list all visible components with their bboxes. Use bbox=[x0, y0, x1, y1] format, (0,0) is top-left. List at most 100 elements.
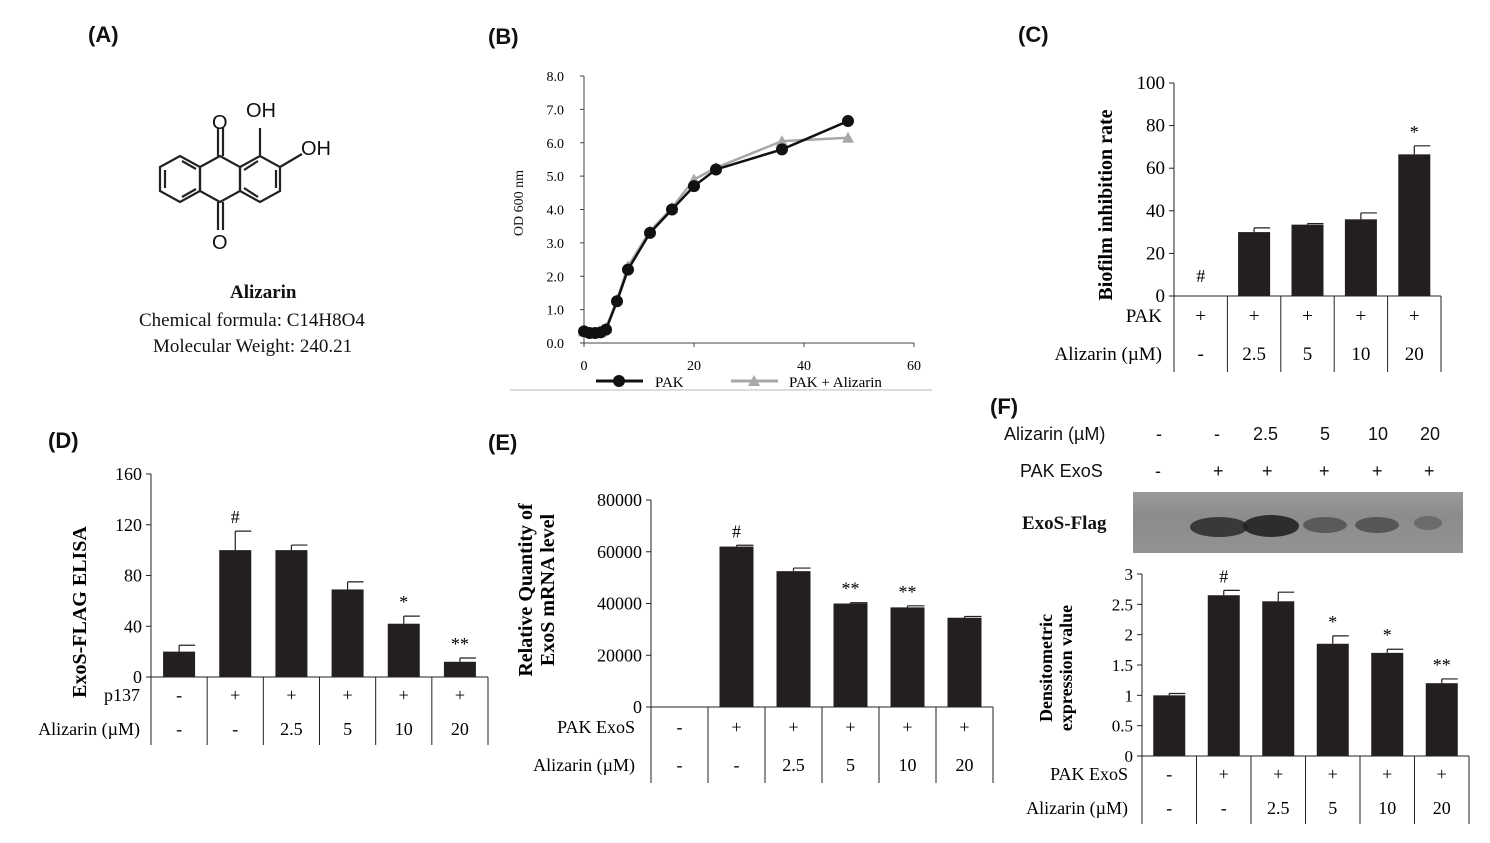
F-bar bbox=[1425, 683, 1458, 756]
D-row-cell: - bbox=[176, 719, 182, 739]
F-row-cell: + bbox=[1382, 764, 1392, 784]
hydroxyl-2: OH bbox=[301, 138, 331, 160]
b-pak-point bbox=[776, 143, 788, 156]
b-ytick-label: 2.0 bbox=[547, 270, 565, 285]
E-bar bbox=[890, 607, 925, 707]
panel-c-label: (C) bbox=[1018, 22, 1049, 47]
C-row-cell: + bbox=[1249, 306, 1260, 327]
b-ytick-label: 7.0 bbox=[547, 103, 565, 118]
D-ylabel: ExoS-FLAG ELISA bbox=[69, 526, 91, 698]
E-row-cell: 5 bbox=[846, 755, 855, 775]
compound-name: Alizarin bbox=[230, 282, 297, 303]
F-row-cell: 2.5 bbox=[1267, 798, 1290, 818]
blot-row2-label: PAK ExoS bbox=[1020, 461, 1103, 481]
D-row-cell: - bbox=[232, 719, 238, 739]
F-bar bbox=[1371, 652, 1404, 756]
E-ylabel: ExoS mRNA level bbox=[537, 513, 559, 666]
b-ytick-label: 0.0 bbox=[547, 337, 565, 352]
D-row-cell: 20 bbox=[451, 719, 469, 739]
D-bar bbox=[331, 589, 364, 677]
b-xtick-label: 0 bbox=[581, 359, 588, 374]
E-bar bbox=[833, 603, 868, 707]
F-row-cell: 5 bbox=[1328, 798, 1337, 818]
E-row-cell: + bbox=[845, 717, 855, 737]
b-xtick-label: 40 bbox=[797, 359, 811, 374]
D-ytick-label: 160 bbox=[115, 464, 142, 484]
E-ylabel: Relative Quantity of bbox=[515, 503, 537, 677]
b-alizarin-point bbox=[611, 293, 623, 305]
b-alizarin-point bbox=[776, 135, 788, 147]
F-ytick-label: 2.5 bbox=[1112, 595, 1133, 614]
C-ytick-label: 40 bbox=[1146, 201, 1165, 222]
E-bar bbox=[719, 546, 754, 707]
C-row-cell: 10 bbox=[1351, 344, 1370, 365]
C-significance-mark: # bbox=[1196, 266, 1205, 286]
E-ytick-label: 40000 bbox=[597, 594, 642, 614]
blot-row2-cell: + bbox=[1319, 461, 1330, 481]
C-bar bbox=[1398, 154, 1431, 296]
blot-row1-cell: - bbox=[1214, 424, 1220, 444]
D-ytick-label: 0 bbox=[133, 667, 142, 687]
F-ytick-label: 0.5 bbox=[1112, 717, 1133, 736]
E-bar bbox=[776, 571, 811, 707]
blot-row1-cell: 10 bbox=[1368, 424, 1389, 444]
D-ytick-label: 80 bbox=[124, 566, 142, 586]
b-pak-point bbox=[710, 163, 722, 176]
E-ytick-label: 0 bbox=[633, 697, 642, 717]
C-bar bbox=[1291, 224, 1324, 296]
b-alizarin-point bbox=[644, 225, 656, 237]
b-pak-point bbox=[594, 326, 607, 339]
blot-row2-cell: + bbox=[1424, 461, 1435, 481]
panel-a-label: (A) bbox=[88, 22, 119, 47]
E-row-cell: 10 bbox=[899, 755, 917, 775]
oxygen-bottom: O bbox=[212, 232, 228, 254]
C-significance-mark: * bbox=[1410, 122, 1419, 142]
F-row-cell: - bbox=[1166, 764, 1172, 784]
D-row-cell: + bbox=[286, 685, 296, 705]
F-row-cell: + bbox=[1219, 764, 1229, 784]
hydroxyl-1: OH bbox=[246, 100, 276, 122]
b-pak-point bbox=[622, 263, 634, 276]
E-row-cell: + bbox=[731, 717, 741, 737]
C-row-cell: + bbox=[1409, 306, 1420, 327]
b-ytick-label: 1.0 bbox=[547, 304, 565, 319]
b-ytick-label: 5.0 bbox=[547, 170, 565, 185]
panel-b-label: (B) bbox=[488, 24, 519, 49]
blot-row2-cell: + bbox=[1262, 461, 1273, 481]
F-ytick-label: 1 bbox=[1125, 686, 1134, 705]
b-ytick-label: 4.0 bbox=[547, 204, 565, 219]
b-alizarin-point bbox=[600, 321, 612, 333]
E-bar bbox=[947, 617, 982, 707]
D-significance-mark: * bbox=[399, 592, 408, 612]
F-row-cell: - bbox=[1221, 798, 1227, 818]
C-bar bbox=[1238, 232, 1271, 296]
b-alizarin-point bbox=[710, 161, 722, 173]
F-bar bbox=[1262, 601, 1295, 756]
b-pak-point bbox=[611, 295, 623, 308]
blot-row2-cell: - bbox=[1155, 461, 1161, 481]
D-bar bbox=[219, 550, 252, 677]
E-row-label: PAK ExoS bbox=[557, 717, 635, 737]
b-pak-point bbox=[600, 323, 612, 336]
F-bar bbox=[1207, 595, 1240, 756]
D-row-cell: - bbox=[176, 685, 182, 705]
F-significance-mark: * bbox=[1328, 612, 1337, 632]
F-significance-mark: # bbox=[1219, 566, 1228, 586]
chart-b-ylabel: OD 600 nm bbox=[512, 169, 527, 237]
blot-label: ExoS-Flag bbox=[1022, 513, 1107, 534]
E-ytick-label: 60000 bbox=[597, 542, 642, 562]
C-ytick-label: 100 bbox=[1137, 73, 1166, 94]
D-row-cell: 2.5 bbox=[280, 719, 303, 739]
D-bar bbox=[163, 651, 196, 677]
F-ylabel: Densitometric bbox=[1036, 614, 1056, 722]
E-row-cell: + bbox=[788, 717, 798, 737]
F-row-label: Alizarin (µM) bbox=[1026, 798, 1128, 819]
b-pak-point bbox=[644, 226, 656, 239]
blot-row1-cell: 20 bbox=[1420, 424, 1441, 444]
C-row-cell: 5 bbox=[1303, 344, 1313, 365]
D-row-label: Alizarin (µM) bbox=[38, 719, 140, 740]
C-row-cell: 20 bbox=[1405, 344, 1424, 365]
F-row-cell: - bbox=[1166, 798, 1172, 818]
C-row-cell: - bbox=[1198, 344, 1204, 365]
compound-weight: Molecular Weight: 240.21 bbox=[153, 336, 353, 357]
